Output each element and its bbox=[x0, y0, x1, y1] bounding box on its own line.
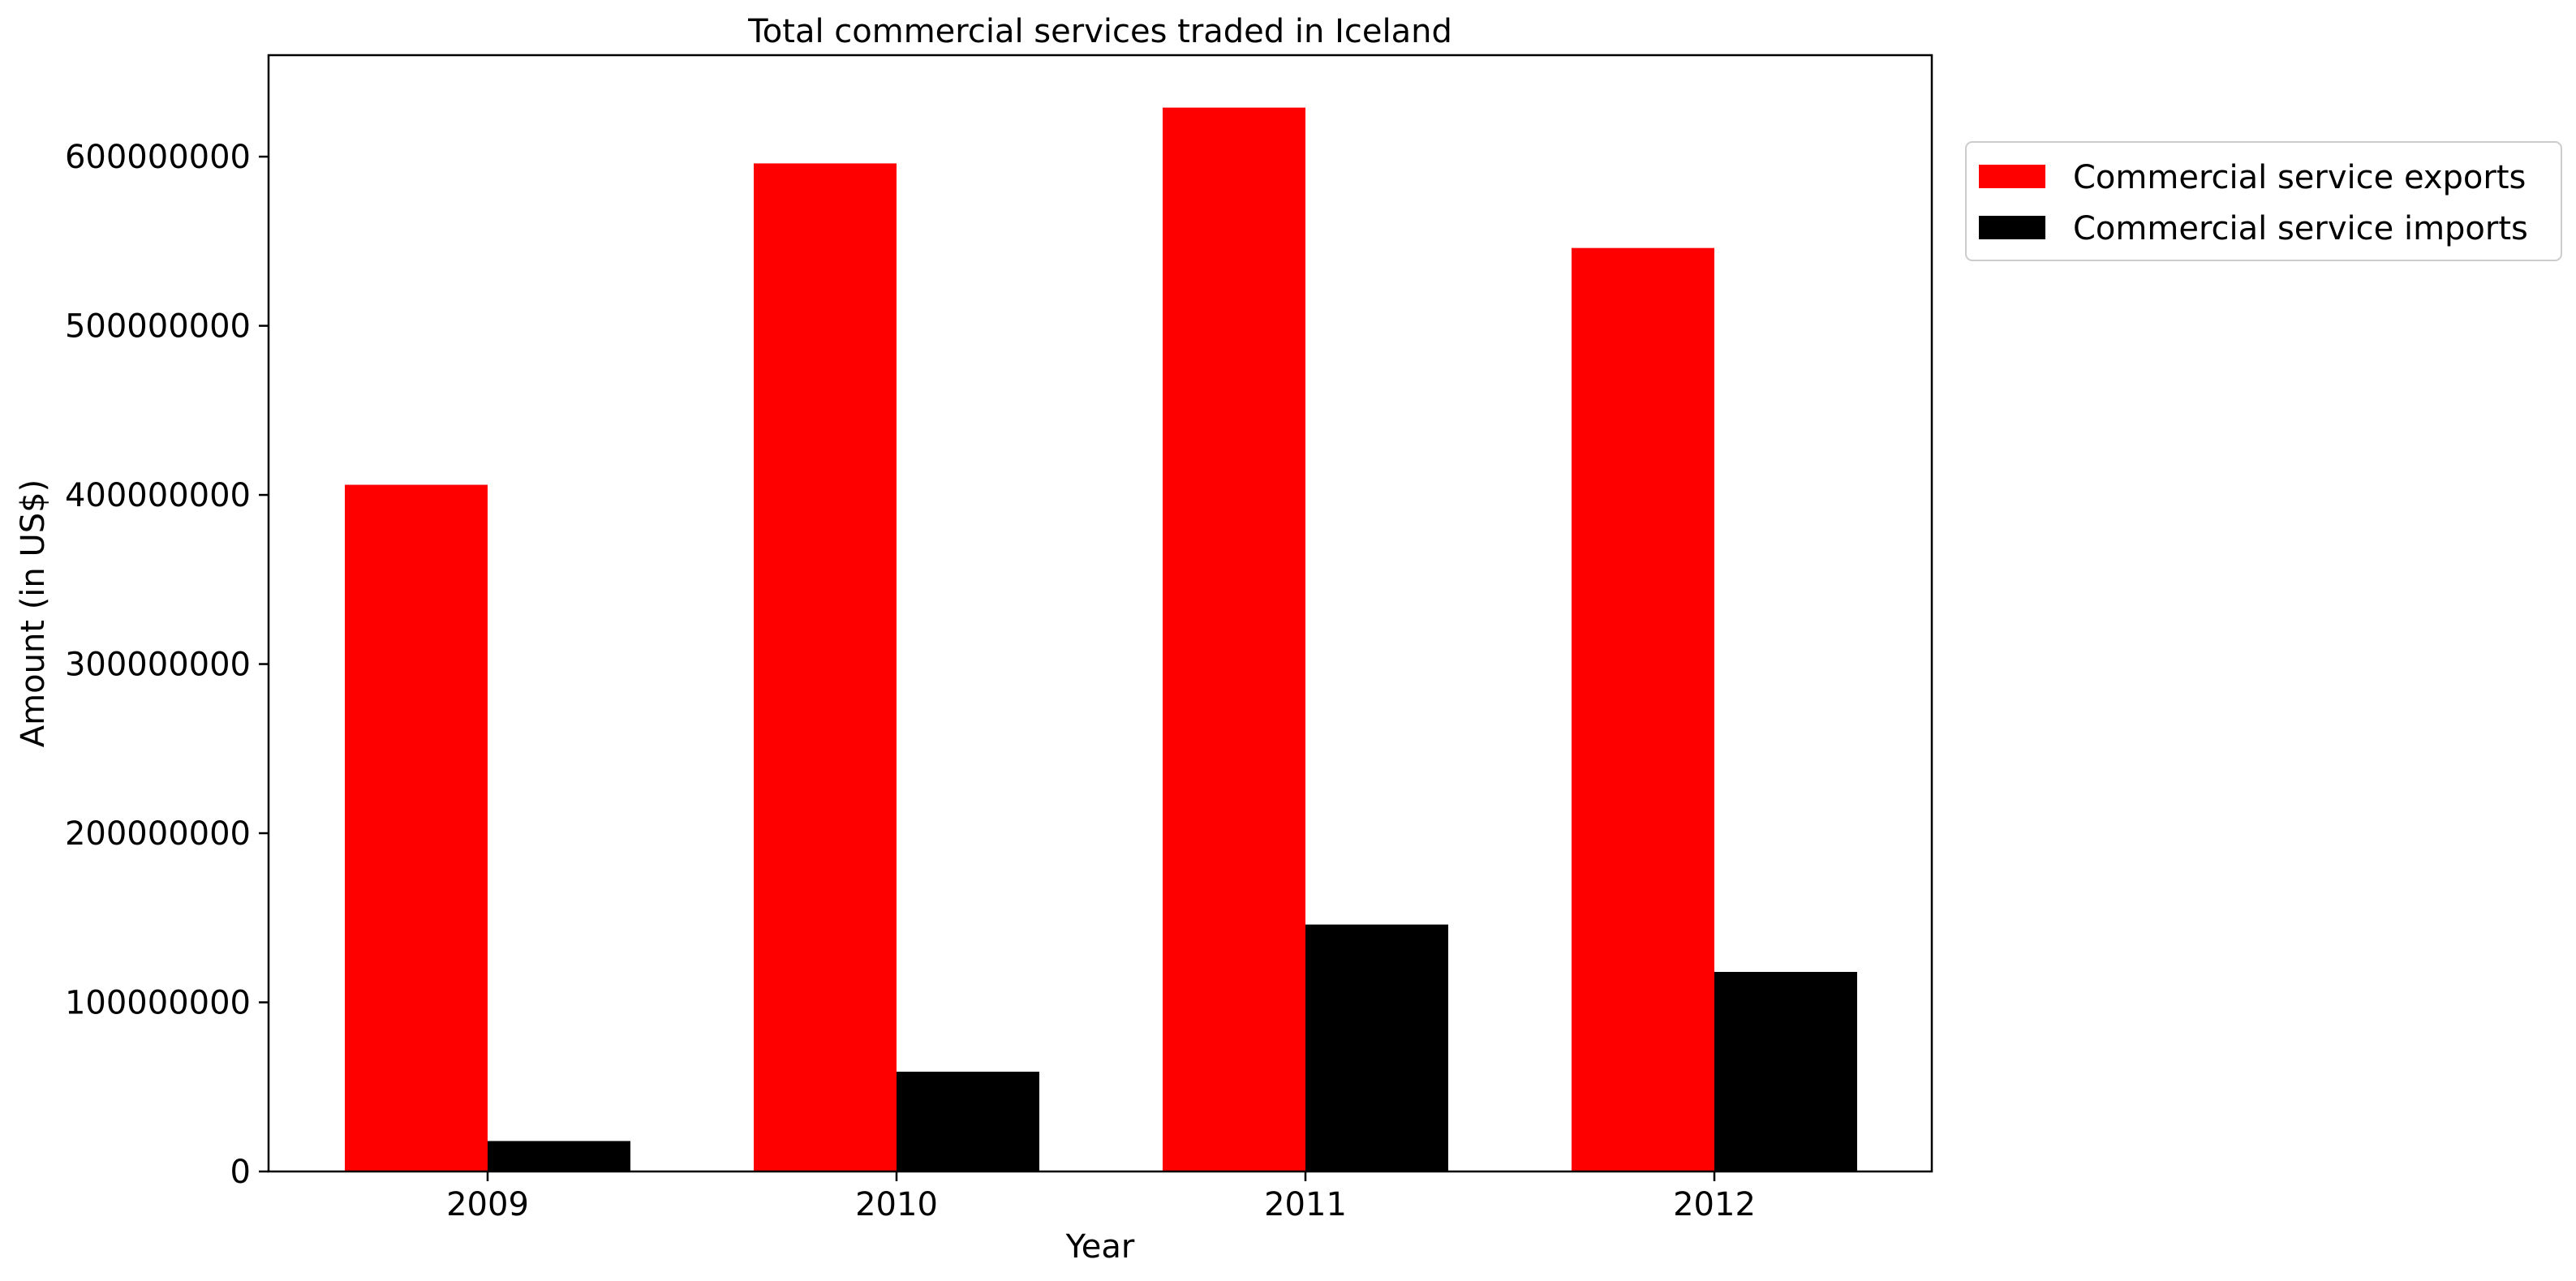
y-tick-label: 600000000 bbox=[65, 139, 251, 176]
y-tick-label: 300000000 bbox=[65, 647, 251, 684]
bar-imports-2012 bbox=[1714, 971, 1857, 1171]
y-tick-label: 100000000 bbox=[65, 985, 251, 1022]
y-tick-label: 500000000 bbox=[65, 308, 251, 346]
bars-group bbox=[345, 107, 1857, 1171]
y-axis-ticks: 0 100000000 200000000 300000000 400000000 500… bbox=[65, 139, 269, 1191]
bar-imports-2010 bbox=[897, 1071, 1039, 1171]
plot-area-frame bbox=[267, 54, 1933, 1173]
legend: Commercial service exports Commercial se… bbox=[1965, 141, 2562, 261]
y-axis-label: Amount (in US$) bbox=[15, 479, 52, 747]
legend-label-exports: Commercial service exports bbox=[2073, 159, 2526, 196]
bar-imports-2011 bbox=[1305, 924, 1448, 1171]
y-tick-label: 400000000 bbox=[65, 477, 251, 514]
legend-swatch-imports bbox=[1979, 216, 2045, 239]
legend-label-imports: Commercial service imports bbox=[2073, 210, 2528, 247]
x-tick-label: 2010 bbox=[855, 1186, 938, 1223]
bar-exports-2009 bbox=[345, 484, 488, 1171]
x-tick-label: 2011 bbox=[1264, 1186, 1347, 1223]
legend-swatch-exports bbox=[1979, 165, 2045, 188]
x-axis-label: Year bbox=[1065, 1228, 1135, 1266]
x-axis-ticks: 2009 2010 2011 2012 bbox=[446, 1171, 1756, 1223]
y-tick-label: 200000000 bbox=[65, 815, 251, 853]
bar-exports-2010 bbox=[754, 163, 897, 1171]
x-tick-label: 2009 bbox=[446, 1186, 529, 1223]
x-tick-label: 2012 bbox=[1673, 1186, 1756, 1223]
chart-title: Total commercial services traded in Icel… bbox=[747, 13, 1452, 50]
legend-frame bbox=[1965, 141, 2562, 261]
bar-imports-2009 bbox=[488, 1141, 630, 1171]
bar-exports-2011 bbox=[1163, 107, 1305, 1171]
y-tick-label: 0 bbox=[230, 1154, 251, 1191]
bar-exports-2012 bbox=[1572, 247, 1714, 1171]
